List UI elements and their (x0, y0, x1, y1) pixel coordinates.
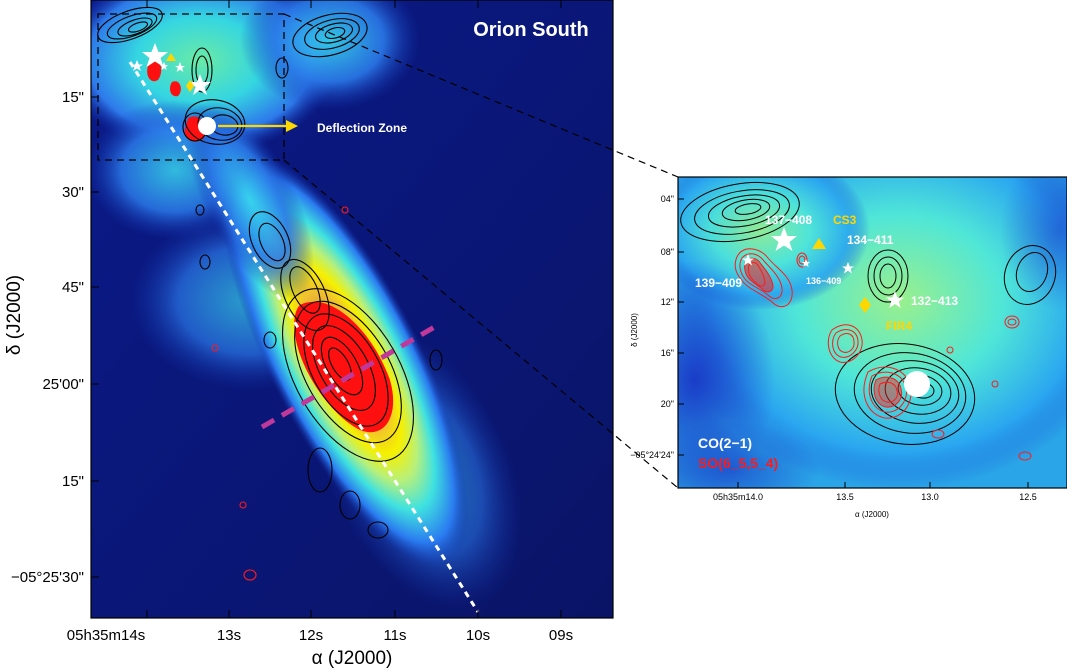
zoom-connector-bottom (283, 159, 679, 489)
arrow-head-icon (286, 120, 298, 132)
so-contours-main (211, 206, 349, 581)
inset-y-tick-label: −05°24'24" (630, 450, 674, 460)
y-tick-label: 15" (62, 89, 84, 106)
main-tick-marks (91, 0, 562, 618)
perpendicular-cut-line (260, 322, 440, 430)
x-tick-label: 05h35m14s (67, 627, 145, 644)
legend-so: SO(6_5,5_4) (698, 455, 778, 471)
inset-x-tick-label: 05h35m14.0 (713, 492, 763, 502)
star-icon (742, 254, 754, 266)
star-icon (189, 74, 211, 95)
x-tick-label: 12s (299, 627, 323, 644)
triangle-icon (166, 53, 176, 61)
source-label: 132−413 (911, 294, 958, 308)
inset-y-tick-label: 08" (661, 247, 674, 257)
main-image (91, 0, 613, 618)
star-icon (131, 60, 143, 71)
so-peak (744, 258, 773, 292)
inset-x-tick-label: 13.0 (921, 492, 939, 502)
inset-y-tick-label: 16" (661, 348, 674, 358)
y-tick-label: 45" (62, 279, 84, 296)
legend-co: CO(2−1) (698, 435, 752, 451)
deflection-point-marker (198, 117, 216, 135)
y-tick-label: 30" (62, 184, 84, 201)
triangle-icon (812, 238, 826, 249)
star-icon (771, 227, 797, 251)
diamond-icon (186, 80, 194, 92)
x-tick-label: 09s (549, 627, 573, 644)
y-tick-label: −05°25'30" (11, 569, 84, 586)
so-peak (874, 377, 902, 408)
x-tick-label: 13s (217, 627, 241, 644)
main-panel: Deflection Zone Orion South 05h35m14s 13… (4, 0, 679, 668)
source-label: FIR4 (886, 319, 912, 333)
inset-y-tick-label: 12" (661, 297, 674, 307)
source-label: 136−409 (806, 276, 841, 286)
deflection-zone-label: Deflection Zone (317, 121, 407, 135)
inset-x-tick-label: 12.5 (1019, 492, 1037, 502)
source-label: 139−409 (695, 276, 742, 290)
so-contours-inset (734, 248, 1032, 461)
source-label: 134−411 (847, 233, 894, 247)
inset-y-tick-label: 04" (661, 194, 674, 204)
source-label: CS3 (833, 213, 857, 227)
co-contours-main (97, 6, 443, 539)
main-frame (90, 0, 614, 619)
x-tick-label: 11s (383, 627, 406, 644)
inset-x-axis-label: α (J2000) (855, 510, 889, 519)
deflection-point-marker (904, 371, 930, 397)
diamond-icon (859, 297, 871, 313)
star-icon (886, 291, 904, 308)
star-icon (175, 62, 185, 72)
inset-y-axis-label: δ (J2000) (630, 313, 639, 347)
y-tick-label: 25'00" (42, 376, 84, 393)
y-axis-label: δ (J2000) (4, 275, 25, 355)
x-tick-label: 10s (466, 627, 490, 644)
star-icon (160, 62, 168, 70)
inset-tick-marks (678, 198, 1029, 488)
x-axis-label: α (J2000) (312, 648, 393, 668)
inset-image (678, 177, 1067, 488)
y-tick-label: 15" (62, 473, 84, 490)
inset-frame (677, 176, 1067, 489)
inset-panel: 137−408 CS3 134−411 139−409 136−409 132−… (630, 176, 1067, 519)
star-icon (802, 259, 810, 267)
star-icon (142, 43, 168, 67)
panel-title: Orion South (473, 19, 589, 41)
inset-x-tick-label: 13.5 (836, 492, 854, 502)
star-icon (842, 262, 854, 274)
jet-axis-line (128, 61, 480, 613)
source-label: 137−408 (765, 213, 812, 227)
inset-y-tick-label: 20" (661, 399, 674, 409)
